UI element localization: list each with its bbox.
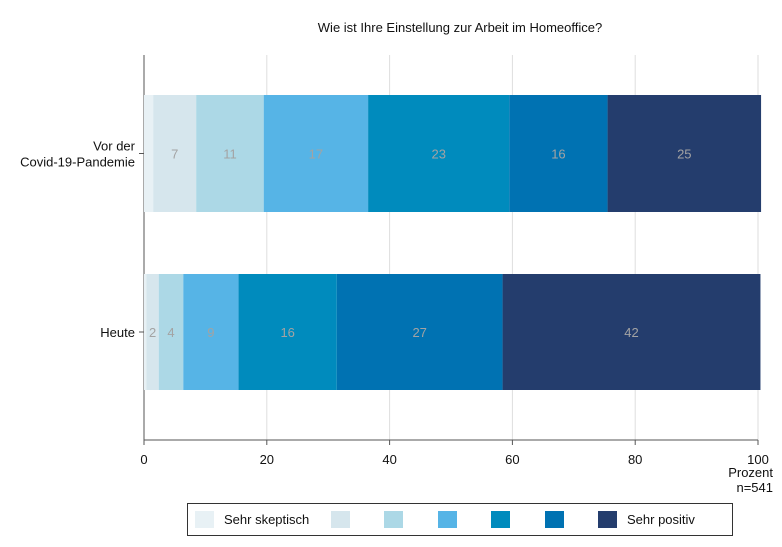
legend-swatch: [331, 511, 350, 528]
category-label: Heute: [100, 325, 135, 340]
data-label: 42: [624, 325, 638, 340]
data-label: 17: [309, 147, 323, 162]
legend-swatch: [384, 511, 403, 528]
legend-swatch: [195, 511, 214, 528]
data-label: 11: [223, 147, 237, 162]
bar-segment: [368, 95, 510, 212]
x-tick-label: 40: [382, 452, 396, 467]
bar-segment: [336, 274, 503, 390]
legend-box: [187, 503, 733, 536]
bar-segment: [146, 274, 159, 390]
bar-segment: [509, 95, 608, 212]
data-label: 4: [167, 325, 174, 340]
legend-label: Sehr skeptisch: [224, 512, 309, 527]
bar-segment: [196, 95, 264, 212]
x-tick-label: 100: [747, 452, 769, 467]
bar-segment: [153, 95, 197, 212]
legend-swatch: [438, 511, 457, 528]
bar-segment: [263, 95, 369, 212]
data-label: 2: [149, 325, 156, 340]
category-label: Covid-19-Pandemie: [20, 155, 135, 170]
legend-swatch: [491, 511, 510, 528]
category-label: Vor der: [93, 139, 136, 154]
data-label: 7: [171, 147, 178, 162]
data-label: 9: [207, 325, 214, 340]
data-label: 23: [431, 147, 445, 162]
data-label: 25: [677, 147, 691, 162]
legend-label: Sehr positiv: [627, 512, 695, 527]
bar-segment: [183, 274, 239, 390]
legend-swatch: [545, 511, 564, 528]
data-label: 27: [412, 325, 426, 340]
x-tick-label: 20: [260, 452, 274, 467]
data-label: 16: [280, 325, 294, 340]
bar-segment: [158, 274, 184, 390]
legend-swatch: [598, 511, 617, 528]
bar-segment: [144, 274, 147, 390]
bar-segment: [502, 274, 761, 390]
bar-segment: [238, 274, 337, 390]
sample-size-note: n=541: [736, 480, 773, 495]
x-tick-label: 80: [628, 452, 642, 467]
x-axis-label: Prozent: [728, 465, 773, 480]
x-tick-label: 0: [140, 452, 147, 467]
data-label: 16: [551, 147, 565, 162]
bar-segment: [144, 95, 154, 212]
x-tick-label: 60: [505, 452, 519, 467]
chart-title: Wie ist Ihre Einstellung zur Arbeit im H…: [318, 20, 602, 35]
bar-segment: [607, 95, 762, 212]
